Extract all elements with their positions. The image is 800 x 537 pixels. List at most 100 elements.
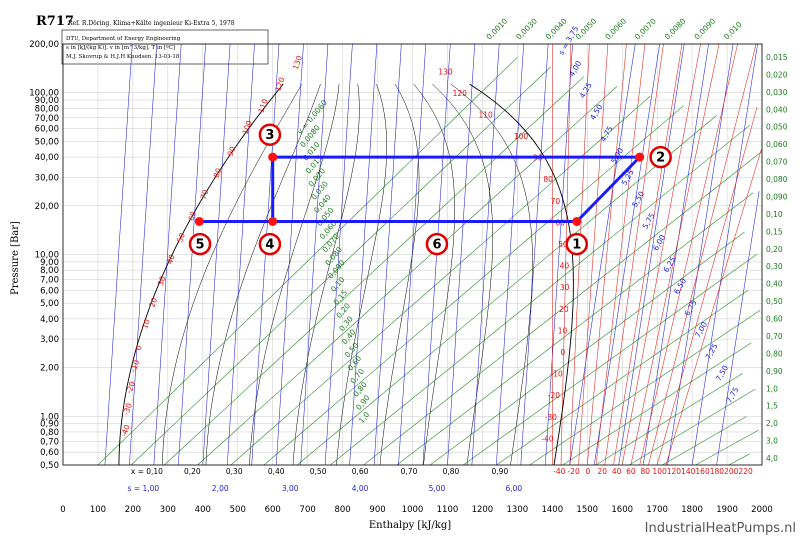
- vapour-temp-label: -10: [551, 370, 563, 379]
- bottom-temp-label: 160: [695, 467, 710, 476]
- bottom-temp-label: 180: [710, 467, 725, 476]
- liquid-temp-label: 90: [226, 145, 238, 157]
- entropy-line: [593, 43, 660, 466]
- y-tick-label: 10,00: [35, 251, 59, 261]
- specific-volume-right-label: 0,030: [766, 88, 788, 97]
- y-tick-label: 90,00: [35, 96, 59, 106]
- specific-volume-line: [263, 105, 684, 466]
- bottom-temp-label: 140: [681, 467, 696, 476]
- entropy-line: [691, 43, 758, 466]
- y-tick-label: 100,00: [29, 89, 59, 99]
- entropy-line: [496, 43, 524, 466]
- x-tick-label: 2000: [751, 505, 773, 515]
- isotherm-line: [648, 43, 757, 466]
- x-tick-label: 1100: [437, 505, 459, 515]
- cycle-point-2: [635, 152, 645, 162]
- quality-line: [413, 83, 455, 466]
- entropy-label: 3,00: [282, 484, 299, 493]
- specific-volume-right-label: 0,090: [766, 192, 788, 201]
- entropy-line: [129, 43, 157, 466]
- bottom-temp-label: 0: [586, 467, 591, 476]
- info-line-3: M.J. Skovrup & H.J.H Knudsen. 13-03-18: [66, 54, 180, 60]
- specific-volume-right-label: 0,070: [766, 158, 788, 167]
- entropy-label: 2,00: [212, 484, 229, 493]
- quality-label: 0,40: [268, 467, 285, 476]
- info-line-2: s in [kJ/(kg K)]. v in [m^3/kg]. T in [º…: [66, 44, 175, 51]
- point-label-circle-2: [649, 145, 672, 169]
- entropy-line: [398, 43, 427, 466]
- cycle-point-1: [572, 216, 582, 226]
- specific-volume-line: [695, 429, 759, 466]
- specific-volume-line: [728, 453, 750, 466]
- entropy-label: 6,00: [506, 484, 523, 493]
- x-tick-label: 1900: [716, 505, 738, 515]
- cycle-point-3: [268, 152, 278, 162]
- specific-volume-right-label: 0,15: [766, 227, 783, 236]
- liquid-temp-label: 0: [134, 344, 144, 352]
- quality-line: [162, 83, 303, 466]
- y-tick-label: 200,00: [29, 40, 59, 50]
- entropy-line: [667, 43, 734, 466]
- y-tick-label: 6,00: [40, 286, 59, 296]
- quality-label: 0,30: [226, 467, 243, 476]
- point-label-4: 4: [265, 238, 274, 253]
- property-curves: [97, 43, 763, 466]
- entropy-line: [471, 43, 500, 466]
- specific-volume-right-label: 4,0: [766, 454, 778, 463]
- y-tick-label: 2,00: [40, 364, 59, 374]
- entropy-line: [642, 43, 709, 466]
- entropy-line: [520, 43, 549, 466]
- liquid-temp-label: 70: [199, 188, 211, 200]
- y-tick-label: 30,00: [35, 173, 59, 183]
- y-tick-label: 8,00: [40, 266, 59, 276]
- saturated-vapour-line: [469, 83, 574, 466]
- superheat-entropy-label: 4,25: [578, 81, 594, 100]
- specific-volume-right-label: 1,5: [766, 402, 778, 411]
- isotherm-line: [630, 43, 720, 466]
- entropy-line: [618, 43, 685, 466]
- vapour-temp-label: 0: [560, 348, 565, 357]
- entropy-line: [349, 43, 378, 466]
- quality-label: 0,60: [352, 467, 369, 476]
- vapour-temp-label: 10: [558, 326, 568, 335]
- specific-volume-line: [363, 151, 763, 466]
- specific-volume-line: [529, 309, 761, 466]
- specific-volume-line: [164, 76, 585, 466]
- x-tick-label: 900: [369, 505, 385, 515]
- watermark: IndustrialHeatPumps.nl: [645, 521, 796, 536]
- x-tick-label: 700: [300, 505, 316, 515]
- isotherm-line: [595, 43, 646, 466]
- x-axis-label: Enthalpy [kJ/kg]: [369, 520, 451, 531]
- isotherm-line: [656, 107, 758, 466]
- liquid-temp-label: 80: [212, 167, 224, 179]
- specific-volume-right-label: 1,0: [766, 384, 778, 393]
- specific-volume-right-label: 0,080: [766, 175, 788, 184]
- specific-volume-right-label: 0,80: [766, 349, 783, 358]
- isotherm-line: [560, 43, 572, 466]
- header-block: R717 Ref. R.Döring. Klima+Kälte ingenieu…: [36, 14, 269, 65]
- bottom-temp-label: 220: [738, 467, 753, 476]
- specific-volume-top-label: 0,0060: [603, 16, 628, 41]
- vapour-temp-label: 50: [558, 240, 568, 249]
- y-tick-label: 5,00: [40, 299, 59, 309]
- entropy-line: [545, 43, 573, 466]
- specific-volume-right-label: 2,0: [766, 419, 778, 428]
- axes: 0 100 200 300 400 500 600 700 800 900 1000 1100 1200…: [29, 40, 773, 515]
- specific-volume-line: [662, 416, 747, 466]
- specific-volume-line: [496, 290, 749, 466]
- isotherm-line: [604, 43, 664, 466]
- specific-volume-right-label: 0,20: [766, 245, 783, 254]
- vapour-temp-label: 30: [560, 283, 570, 292]
- info-box: [61, 29, 269, 65]
- cycle: 1 2 3 4 5 6: [188, 123, 672, 256]
- specific-volume-right-label: 0,060: [766, 140, 788, 149]
- x-tick-label: 500: [230, 505, 246, 515]
- entropy-line: [447, 43, 475, 466]
- x-tick-label: 1700: [646, 505, 668, 515]
- x-tick-label: 1600: [611, 505, 633, 515]
- quality-line: [432, 83, 493, 466]
- quality-line: [205, 84, 321, 466]
- liquid-temp-label: 30: [156, 275, 168, 287]
- specific-volume-right-label: 3,0: [766, 437, 778, 446]
- y-tick-label: 7,00: [40, 276, 59, 286]
